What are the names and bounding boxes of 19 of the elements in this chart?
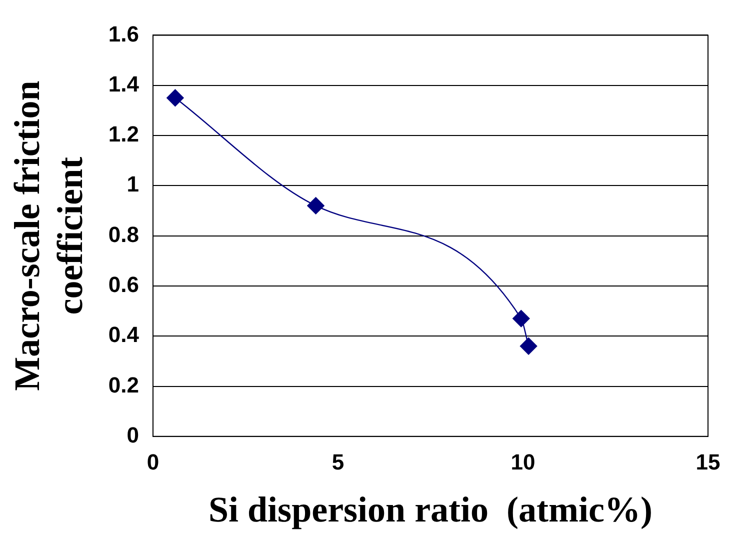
y-tick-label: 1.6 [108, 21, 139, 46]
y-axis-title: Macro-scale friction coefficient [6, 80, 90, 391]
x-axis-title: Si dispersion ratio (atmic%) [208, 490, 652, 530]
x-tick-label: 5 [332, 450, 344, 475]
y-tick-label: 1.2 [108, 122, 139, 147]
x-tick-label: 10 [510, 450, 536, 475]
point [166, 89, 184, 106]
y-tick-label: 0.6 [108, 272, 139, 298]
y-tick-label: 0.4 [108, 322, 140, 348]
x-tick-label: 0 [146, 450, 160, 475]
y-tick-label: 0.8 [108, 222, 139, 247]
y-tick-label: 0 [126, 422, 139, 448]
x-tick-label: 15 [696, 450, 720, 475]
point [512, 310, 530, 328]
y-tick-label: 1.4 [108, 71, 140, 96]
point [307, 197, 324, 214]
y-tick-label: 1 [126, 172, 139, 197]
y-tick-label: 0.2 [108, 372, 139, 398]
point [520, 338, 538, 355]
